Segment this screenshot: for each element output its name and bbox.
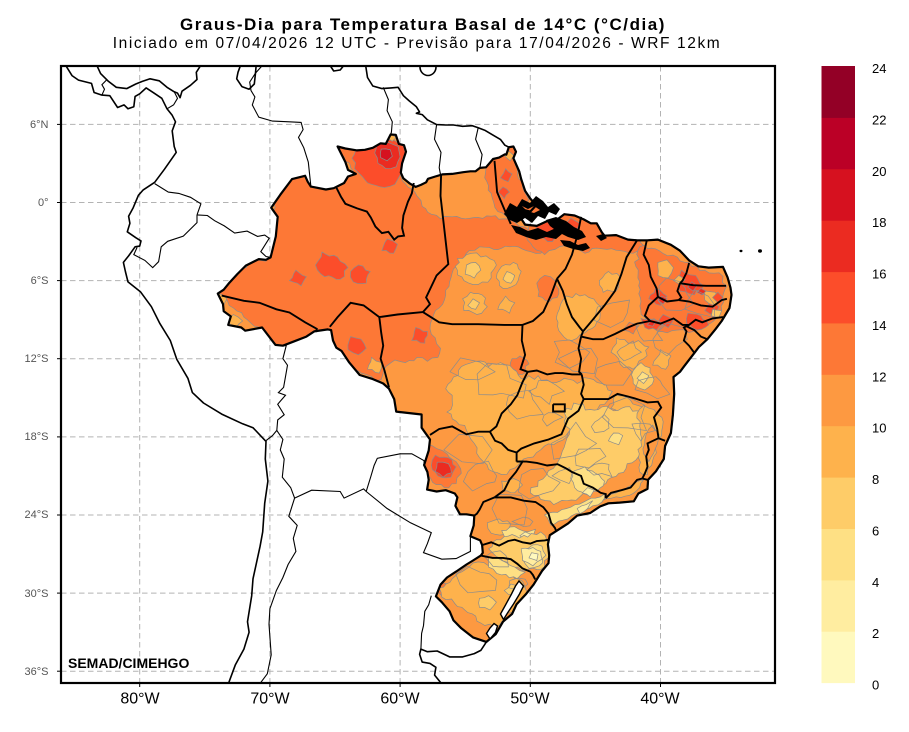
svg-text:0: 0 (872, 678, 879, 693)
svg-text:10: 10 (872, 421, 886, 436)
svg-text:24: 24 (872, 61, 886, 76)
svg-text:30°S: 30°S (25, 588, 49, 600)
svg-text:2: 2 (872, 626, 879, 641)
svg-text:70°W: 70°W (250, 691, 290, 708)
svg-text:14: 14 (872, 318, 886, 333)
svg-text:0°: 0° (38, 197, 49, 209)
svg-text:Graus-Dia para Temperatura Bas: Graus-Dia para Temperatura Basal de 14°C… (180, 15, 666, 34)
svg-text:22: 22 (872, 112, 886, 127)
svg-text:6°S: 6°S (31, 275, 49, 287)
svg-text:50°W: 50°W (510, 691, 550, 708)
svg-text:8: 8 (872, 472, 879, 487)
svg-text:60°W: 60°W (380, 691, 420, 708)
svg-text:18: 18 (872, 215, 886, 230)
svg-text:12: 12 (872, 369, 886, 384)
svg-text:80°W: 80°W (120, 691, 160, 708)
svg-text:24°S: 24°S (25, 509, 49, 521)
svg-text:SEMAD/CIMEHGO: SEMAD/CIMEHGO (68, 655, 189, 671)
svg-text:Iniciado em 07/04/2026 12 UTC: Iniciado em 07/04/2026 12 UTC - Previsão… (113, 35, 722, 52)
svg-text:6°N: 6°N (30, 119, 49, 131)
svg-text:4: 4 (872, 575, 879, 590)
svg-text:20: 20 (872, 164, 886, 179)
svg-text:16: 16 (872, 267, 886, 282)
svg-text:18°S: 18°S (25, 431, 49, 443)
svg-text:6: 6 (872, 524, 879, 539)
svg-text:40°W: 40°W (640, 691, 680, 708)
svg-text:36°S: 36°S (25, 666, 49, 678)
svg-text:12°S: 12°S (25, 353, 49, 365)
